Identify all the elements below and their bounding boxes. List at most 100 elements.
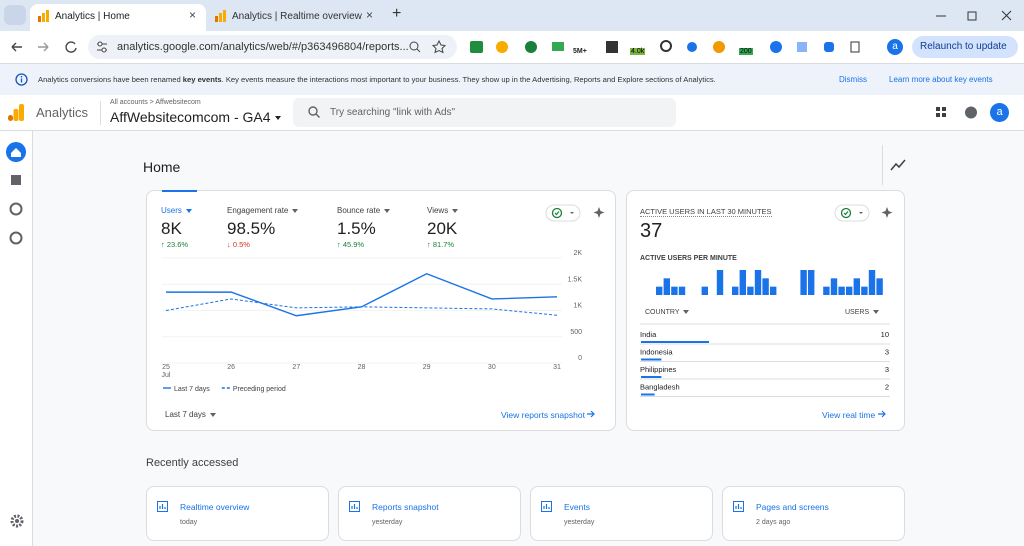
page-title: Home <box>143 159 180 175</box>
report-icon <box>733 501 744 512</box>
recent-name[interactable]: Realtime overview <box>180 502 249 512</box>
metric-label-text[interactable]: Bounce rate <box>337 206 380 215</box>
header-text[interactable]: COUNTRY <box>645 309 679 316</box>
new-tab[interactable]: + <box>392 5 401 23</box>
recent-name[interactable]: Reports snapshot <box>372 502 439 512</box>
banner-text-end: . Key events measure the interactions mo… <box>222 75 716 84</box>
recent-time: yesterday <box>564 519 594 526</box>
table-header[interactable]: USERS <box>845 309 879 316</box>
dropdown-arrow <box>186 209 192 213</box>
metric-change: ↑ 45.9% <box>337 240 364 249</box>
analytics-logo <box>8 104 24 121</box>
recent-time: 2 days ago <box>756 519 790 526</box>
metric-label-text[interactable]: Users <box>161 206 182 215</box>
report-icon <box>349 501 360 512</box>
metric-label[interactable]: Bounce rate <box>337 206 390 215</box>
divider <box>100 101 101 125</box>
active-users-value: 37 <box>640 220 662 243</box>
metric-label[interactable]: Engagement rate <box>227 206 298 215</box>
recent-card[interactable]: Reports snapshot yesterday <box>338 486 521 541</box>
link-text[interactable]: View real time <box>822 410 875 420</box>
search-icon <box>308 106 320 118</box>
section-title: Recently accessed <box>146 457 238 469</box>
tab-close[interactable]: × <box>189 8 196 22</box>
date-range[interactable]: Last 7 days <box>165 410 216 419</box>
metric-label[interactable]: Users <box>161 206 192 215</box>
tab-favicon <box>38 10 50 22</box>
product-name: Analytics <box>36 105 88 120</box>
extension-badge: 5M+ <box>573 48 587 55</box>
tab-favicon <box>215 10 227 22</box>
metric-value: 8K <box>161 219 182 239</box>
relaunch-button[interactable]: Relaunch to update <box>912 36 1018 58</box>
insights-icon[interactable] <box>890 158 906 172</box>
recent-card[interactable]: Realtime overview today <box>146 486 329 541</box>
banner-bold: key events <box>183 75 222 84</box>
header-icons[interactable] <box>935 106 979 120</box>
nav-buttons[interactable] <box>8 39 80 55</box>
report-icon <box>157 501 168 512</box>
recent-time: yesterday <box>372 519 402 526</box>
window-controls[interactable] <box>930 8 1020 24</box>
table-header[interactable]: COUNTRY <box>645 309 689 316</box>
dropdown-arrow <box>384 209 390 213</box>
view-realtime-link[interactable]: View real time <box>822 410 887 420</box>
metric-change: ↑ 23.6% <box>161 240 188 249</box>
learn-more-link[interactable]: Learn more about key events <box>889 75 993 84</box>
extension-badge: 4.0k <box>630 48 645 55</box>
dropdown-arrow <box>275 116 281 120</box>
arrow-icon <box>878 410 887 418</box>
dismiss-link[interactable]: Dismiss <box>839 75 867 84</box>
address-icons[interactable] <box>408 40 448 54</box>
dropdown-arrow <box>873 310 879 314</box>
realtime-title: ACTIVE USERS IN LAST 30 MINUTES <box>640 207 772 217</box>
site-info-icon[interactable] <box>96 41 108 53</box>
settings-icon[interactable] <box>10 514 24 528</box>
metric-label[interactable]: Views <box>427 206 458 215</box>
metric-value: 98.5% <box>227 219 275 239</box>
report-icon <box>541 501 552 512</box>
tab-close[interactable]: × <box>366 8 373 22</box>
per-minute-title: ACTIVE USERS PER MINUTE <box>640 255 737 262</box>
nav-icons[interactable] <box>5 141 29 251</box>
extension-badge: 200 <box>739 48 753 55</box>
overview-card <box>146 190 616 431</box>
profile-avatar[interactable]: a <box>887 39 903 55</box>
metric-label-text[interactable]: Engagement rate <box>227 206 288 215</box>
arrow-icon <box>587 410 596 418</box>
metric-value: 1.5% <box>337 219 376 239</box>
card-actions[interactable] <box>545 204 615 222</box>
recent-name[interactable]: Pages and screens <box>756 502 829 512</box>
recent-name[interactable]: Events <box>564 502 590 512</box>
account-avatar[interactable]: a <box>990 103 1009 122</box>
tab-search-button[interactable] <box>4 5 26 25</box>
metric-label-text[interactable]: Views <box>427 206 448 215</box>
property-selector[interactable]: AffWebsitecomcom - GA4 <box>110 109 281 125</box>
date-range-text[interactable]: Last 7 days <box>165 410 206 419</box>
card-actions[interactable] <box>834 204 896 222</box>
recent-time: today <box>180 519 197 526</box>
header-text[interactable]: USERS <box>845 309 869 316</box>
recent-card[interactable]: Pages and screens 2 days ago <box>722 486 905 541</box>
search-placeholder[interactable]: Try searching "link with Ads" <box>330 107 455 118</box>
tab-title[interactable]: Analytics | Realtime overview <box>232 11 362 22</box>
banner-text-start: Analytics conversions have been renamed <box>38 75 183 84</box>
link-text[interactable]: View reports snapshot <box>501 410 585 420</box>
dropdown-arrow <box>292 209 298 213</box>
recent-card[interactable]: Events yesterday <box>530 486 713 541</box>
property-name[interactable]: AffWebsitecomcom - GA4 <box>110 109 271 125</box>
extensions[interactable] <box>466 38 871 58</box>
view-reports-link[interactable]: View reports snapshot <box>501 410 596 420</box>
divider <box>882 145 883 185</box>
metric-value: 20K <box>427 219 457 239</box>
tab-title[interactable]: Analytics | Home <box>55 11 130 22</box>
banner-text: Analytics conversions have been renamed … <box>38 75 716 84</box>
selected-metric-indicator <box>162 190 197 192</box>
metric-change: ↓ 0.5% <box>227 240 250 249</box>
dropdown-arrow <box>452 209 458 213</box>
url[interactable]: analytics.google.com/analytics/web/#/p36… <box>117 41 409 53</box>
breadcrumb[interactable]: All accounts > Affwebsitecom <box>110 99 201 106</box>
info-icon <box>15 73 28 86</box>
